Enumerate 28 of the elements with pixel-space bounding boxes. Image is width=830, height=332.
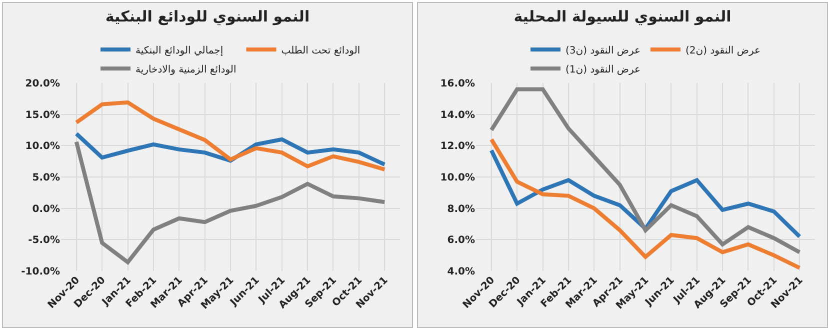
chart-title: النمو السنوي للسيولة المحلية xyxy=(514,8,732,26)
line-series xyxy=(489,137,802,270)
y-tick-label: 6.0% xyxy=(447,235,475,246)
legend-label: الودائع تحت الطلب xyxy=(281,45,360,56)
y-tick-label: 16.0% xyxy=(440,78,475,90)
y-tick-label: 12.0% xyxy=(440,141,475,152)
y-tick-label: 4.0% xyxy=(447,266,475,278)
y-tick-label: -10.0% xyxy=(21,266,60,278)
legend-label: عرض النقود (ن1) xyxy=(566,64,640,76)
line-series xyxy=(74,140,387,264)
y-tick-label: 14.0% xyxy=(440,110,475,121)
y-tick-label: 8.0% xyxy=(447,204,475,215)
y-tick-label: 10.0% xyxy=(440,172,475,184)
line-series xyxy=(74,100,387,172)
chart-title: النمو السنوي للودائع البنكية xyxy=(105,8,310,26)
y-tick-label: 10.0% xyxy=(25,141,60,152)
legend-label: عرض النقود (ن2) xyxy=(685,45,760,56)
y-tick-label: 15.0% xyxy=(25,110,60,121)
y-tick-label: 0.0% xyxy=(32,204,60,215)
legend-label: الودائع الزمنية والادخارية xyxy=(136,64,236,76)
line-series xyxy=(74,132,387,166)
line-series xyxy=(489,148,802,239)
legend-label: إجمالي الودائع البنكية xyxy=(136,45,224,56)
line-series xyxy=(489,87,802,254)
y-tick-label: -5.0% xyxy=(28,235,60,246)
legend-label: عرض النقود (ن3) xyxy=(566,45,640,56)
y-tick-label: 5.0% xyxy=(32,172,60,184)
y-tick-label: 20.0% xyxy=(25,78,60,90)
